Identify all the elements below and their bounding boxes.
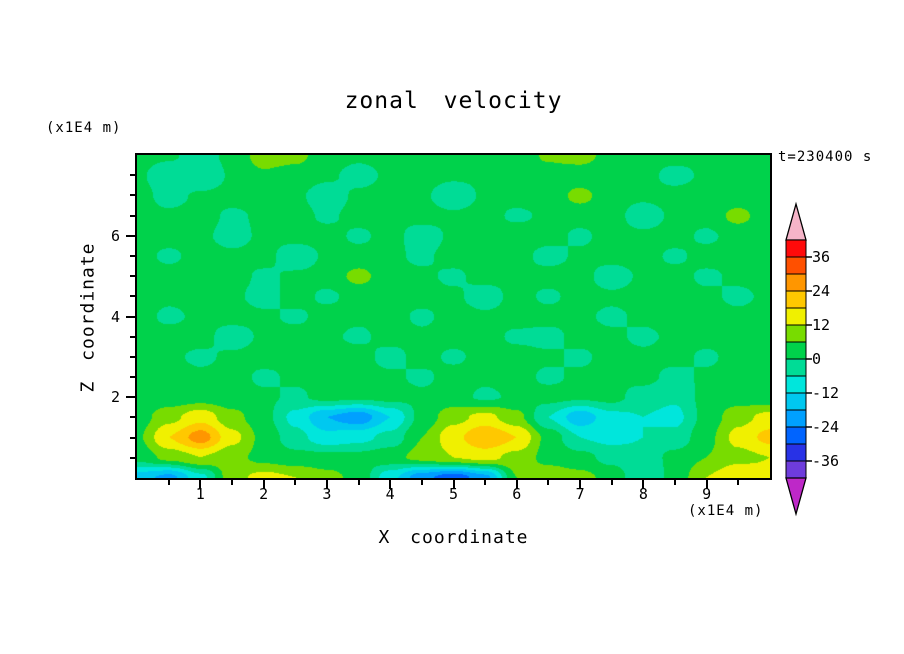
- x-tick-label: 8: [638, 485, 648, 503]
- y-tick-label: 6: [110, 226, 120, 245]
- y-axis-tick: [126, 234, 135, 237]
- x-axis-title: X coordinate: [378, 527, 529, 548]
- y-axis-tick: [130, 174, 135, 177]
- colorbar-band: [785, 290, 807, 309]
- colorbar-band: [785, 358, 807, 377]
- y-axis-title: Z coordinate: [77, 242, 99, 393]
- colorbar-band: [785, 273, 807, 292]
- x-tick-label: 2: [259, 485, 269, 503]
- y-axis-tick: [130, 194, 135, 197]
- y-axis-tick: [130, 335, 135, 338]
- y-axis-tick: [130, 254, 135, 257]
- x-tick-label: 7: [575, 485, 585, 503]
- x-tick-label: 9: [702, 485, 712, 503]
- colorbar-label: -24: [812, 418, 840, 436]
- x-axis-tick: [420, 480, 423, 485]
- y-axis-tick: [130, 275, 135, 278]
- x-tick-label: 5: [448, 485, 459, 503]
- x-tick-label: 4: [385, 485, 395, 503]
- colorbar: [785, 201, 812, 517]
- colorbar-band: [785, 460, 807, 479]
- x-tick-label: 1: [195, 485, 205, 503]
- colorbar-label: 12: [812, 316, 831, 334]
- colorbar-label: 0: [812, 350, 822, 368]
- colorbar-band: [785, 426, 807, 445]
- x-axis-tick: [199, 480, 202, 489]
- x-axis-tick: [389, 480, 392, 489]
- colorbar-band: [785, 256, 807, 275]
- x-tick-label: 6: [512, 485, 522, 503]
- x-axis-tick: [610, 480, 613, 485]
- colorbar-bottom-arrow: [785, 477, 807, 517]
- y-axis-tick: [130, 436, 135, 439]
- y-axis-tick: [130, 456, 135, 459]
- x-tick-label: 3: [322, 485, 332, 503]
- y-axis-tick: [126, 396, 135, 399]
- colorbar-band: [785, 239, 807, 258]
- x-axis-tick: [357, 480, 360, 485]
- colorbar-band: [785, 443, 807, 462]
- y-axis-tick: [130, 376, 135, 379]
- x-axis-tick: [674, 480, 677, 485]
- x-axis-tick: [294, 480, 297, 485]
- y-tick-label: 4: [110, 307, 120, 326]
- x-axis-tick: [484, 480, 487, 485]
- colorbar-band: [785, 375, 807, 394]
- colorbar-band: [785, 392, 807, 411]
- colorbar-label: -36: [812, 452, 840, 470]
- x-axis-tick: [737, 480, 740, 485]
- x-axis-tick: [547, 480, 550, 485]
- colorbar-label: 36: [812, 248, 831, 266]
- y-axis-tick: [130, 355, 135, 358]
- colorbar-band: [785, 409, 807, 428]
- colorbar-band: [785, 341, 807, 360]
- colorbar-band: [785, 307, 807, 326]
- y-axis-tick: [130, 295, 135, 298]
- x-axis-tick: [325, 480, 328, 489]
- y-tick-label: 2: [110, 388, 120, 407]
- y-axis-tick: [130, 416, 135, 419]
- x-axis-tick: [642, 480, 645, 489]
- x-axis-tick: [579, 480, 582, 489]
- x-axis-tick: [515, 480, 518, 489]
- y-axis-tick: [130, 214, 135, 217]
- x-axis-tick: [230, 480, 233, 485]
- contour-plot: [137, 155, 770, 478]
- colorbar-label: 24: [812, 282, 831, 300]
- x-axis-tick: [705, 480, 708, 489]
- y-axis-tick: [126, 315, 135, 318]
- x-axis-tick: [167, 480, 170, 485]
- y-axis-unit-label: (x1E4 m): [46, 120, 122, 136]
- colorbar-top-arrow: [785, 201, 807, 241]
- x-axis-tick: [262, 480, 265, 489]
- colorbar-band: [785, 324, 807, 343]
- x-axis-unit-label: (x1E4 m): [688, 503, 764, 519]
- colorbar-label: -12: [812, 384, 840, 402]
- x-axis-tick: [452, 480, 455, 489]
- time-annotation: t=230400 s: [778, 149, 873, 165]
- plot-title: zonal velocity: [344, 88, 563, 114]
